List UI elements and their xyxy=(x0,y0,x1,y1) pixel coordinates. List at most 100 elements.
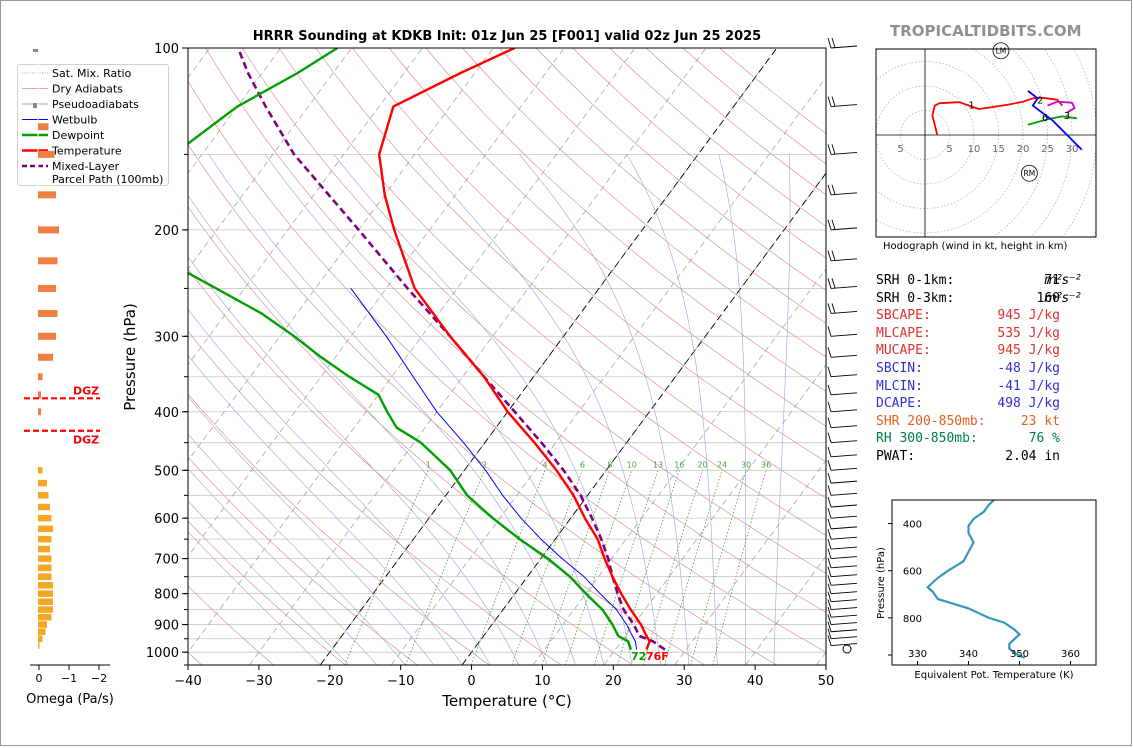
theta-y-tick-label: 600 xyxy=(903,567,922,578)
wind-barb-flag xyxy=(827,628,832,639)
omega-bar xyxy=(38,642,40,649)
mixing-ratio-line xyxy=(405,470,485,665)
wind-barb-flag xyxy=(827,518,832,529)
wind-barb-flag xyxy=(827,575,832,586)
wind-barb-shaft xyxy=(830,45,858,49)
mixing-ratio-line xyxy=(642,470,703,665)
index-value: 945 J/kg xyxy=(997,308,1060,324)
wind-barb-flag xyxy=(827,432,832,443)
omega-bar xyxy=(38,257,58,265)
moist-adiabat xyxy=(417,154,661,665)
isotherm xyxy=(188,48,211,79)
theta-e-ylabel: Pressure (hPa) xyxy=(876,547,887,619)
omega-bar xyxy=(38,628,46,635)
hodo-segment-2-3km xyxy=(1047,100,1076,114)
omega-bar xyxy=(38,492,49,499)
wind-barb-flag xyxy=(827,557,832,568)
wind-barb-shaft xyxy=(830,285,858,289)
index-value: 535 J/kg xyxy=(997,325,1060,341)
temperature-line xyxy=(378,48,651,651)
isotherm xyxy=(188,48,423,366)
wetbulb-line xyxy=(350,288,638,650)
wind-barb-flag xyxy=(827,591,832,602)
omega-bar xyxy=(38,191,56,199)
wind-barb-shaft xyxy=(830,374,858,378)
omega-bar xyxy=(38,613,52,621)
wind-barb-shaft xyxy=(830,504,858,508)
omega-bar xyxy=(38,545,50,553)
wind-barb-flag xyxy=(827,566,832,577)
index-row: MUCAPE: 945 J/kg xyxy=(876,342,1106,360)
index-value: 498 J/kg xyxy=(997,396,1060,412)
mixing-ratio-label: 1 xyxy=(426,460,431,469)
legend-label: Pseudoadiabats xyxy=(52,98,139,111)
hodo-height-label: 6 xyxy=(1042,113,1048,124)
omega-bar xyxy=(38,284,56,292)
index-row: RH 300-850mb: 76 % xyxy=(876,430,1106,448)
omega-tick-label: 0 xyxy=(36,672,43,685)
mixing-ratio-label: 10 xyxy=(627,460,637,469)
omega-bar xyxy=(38,467,43,474)
wind-barb-shaft xyxy=(830,556,858,560)
mixing-ratio-line xyxy=(344,470,429,665)
wind-barb-flag xyxy=(831,278,836,289)
index-value: 71 xyxy=(1044,273,1060,288)
wind-barb-flag xyxy=(827,184,832,195)
moist-adiabat xyxy=(188,355,463,665)
x-tick-label: −20 xyxy=(316,674,343,689)
wind-barb-flag xyxy=(827,607,832,618)
wind-barb-shaft xyxy=(830,591,858,595)
x-tick-label: 20 xyxy=(605,674,622,689)
dry-adiabat xyxy=(188,80,826,653)
theta-x-tick-label: 340 xyxy=(959,649,978,660)
mixing-ratio-line xyxy=(565,470,633,665)
wind-barb-shaft xyxy=(830,565,858,569)
moist-adiabat xyxy=(188,500,349,665)
index-value: 2.04 in xyxy=(1005,448,1060,464)
wind-barb-flag xyxy=(827,583,832,594)
skewt-frame xyxy=(187,47,827,666)
isotherm xyxy=(188,48,494,462)
y-tick-label: 700 xyxy=(154,553,179,568)
omega-bar xyxy=(38,564,52,572)
y-tick-label: 800 xyxy=(154,588,179,603)
isotherm xyxy=(188,48,565,557)
hodo-ring-label: 10 xyxy=(968,144,981,155)
moist-adiabat xyxy=(188,433,406,665)
dry-adiabat xyxy=(278,48,826,536)
index-row: SBCAPE: 945 J/kg xyxy=(876,307,1106,325)
index-label: DCAPE: xyxy=(876,396,923,412)
wind-barb-shaft xyxy=(830,409,858,413)
wind-barb-shaft xyxy=(830,607,858,611)
omega-bar xyxy=(38,408,41,416)
hodo-ring-label: 25 xyxy=(1041,144,1054,155)
wind-barb-shaft xyxy=(830,392,858,396)
wind-barb-shaft xyxy=(830,440,858,444)
omega-bar xyxy=(38,635,43,642)
mixing-ratio-label: 20 xyxy=(698,460,708,469)
hodo-ring-label: 5 xyxy=(946,144,952,155)
moist-adiabat xyxy=(264,154,605,665)
wind-barb-shaft xyxy=(830,629,858,633)
wind-barb-flag xyxy=(827,548,832,559)
mixing-ratio-label: 36 xyxy=(761,460,771,469)
index-row: SRH 0-1km: 71 m²s⁻² xyxy=(876,272,1106,290)
mixing-ratio-line xyxy=(470,470,546,665)
moist-adiabat xyxy=(188,194,548,665)
wind-barb-shaft xyxy=(830,354,858,358)
wind-barb-shaft xyxy=(830,526,858,530)
wind-barb-flag xyxy=(827,508,832,519)
omega-bar xyxy=(38,582,53,589)
wind-barb-shaft xyxy=(830,622,858,625)
wind-barb-flag xyxy=(827,599,832,610)
y-tick-label: 200 xyxy=(154,224,179,239)
wind-barb-shaft xyxy=(830,467,858,471)
theta-e-frame xyxy=(891,499,1097,666)
mixing-ratio-line xyxy=(541,470,611,665)
omega-bar xyxy=(38,503,50,511)
x-tick-label: 10 xyxy=(534,674,551,689)
moist-adiabat xyxy=(626,154,718,665)
x-tick-label: −40 xyxy=(174,674,201,689)
wind-barb-shaft xyxy=(830,643,858,647)
wind-barb-flag xyxy=(827,460,832,471)
